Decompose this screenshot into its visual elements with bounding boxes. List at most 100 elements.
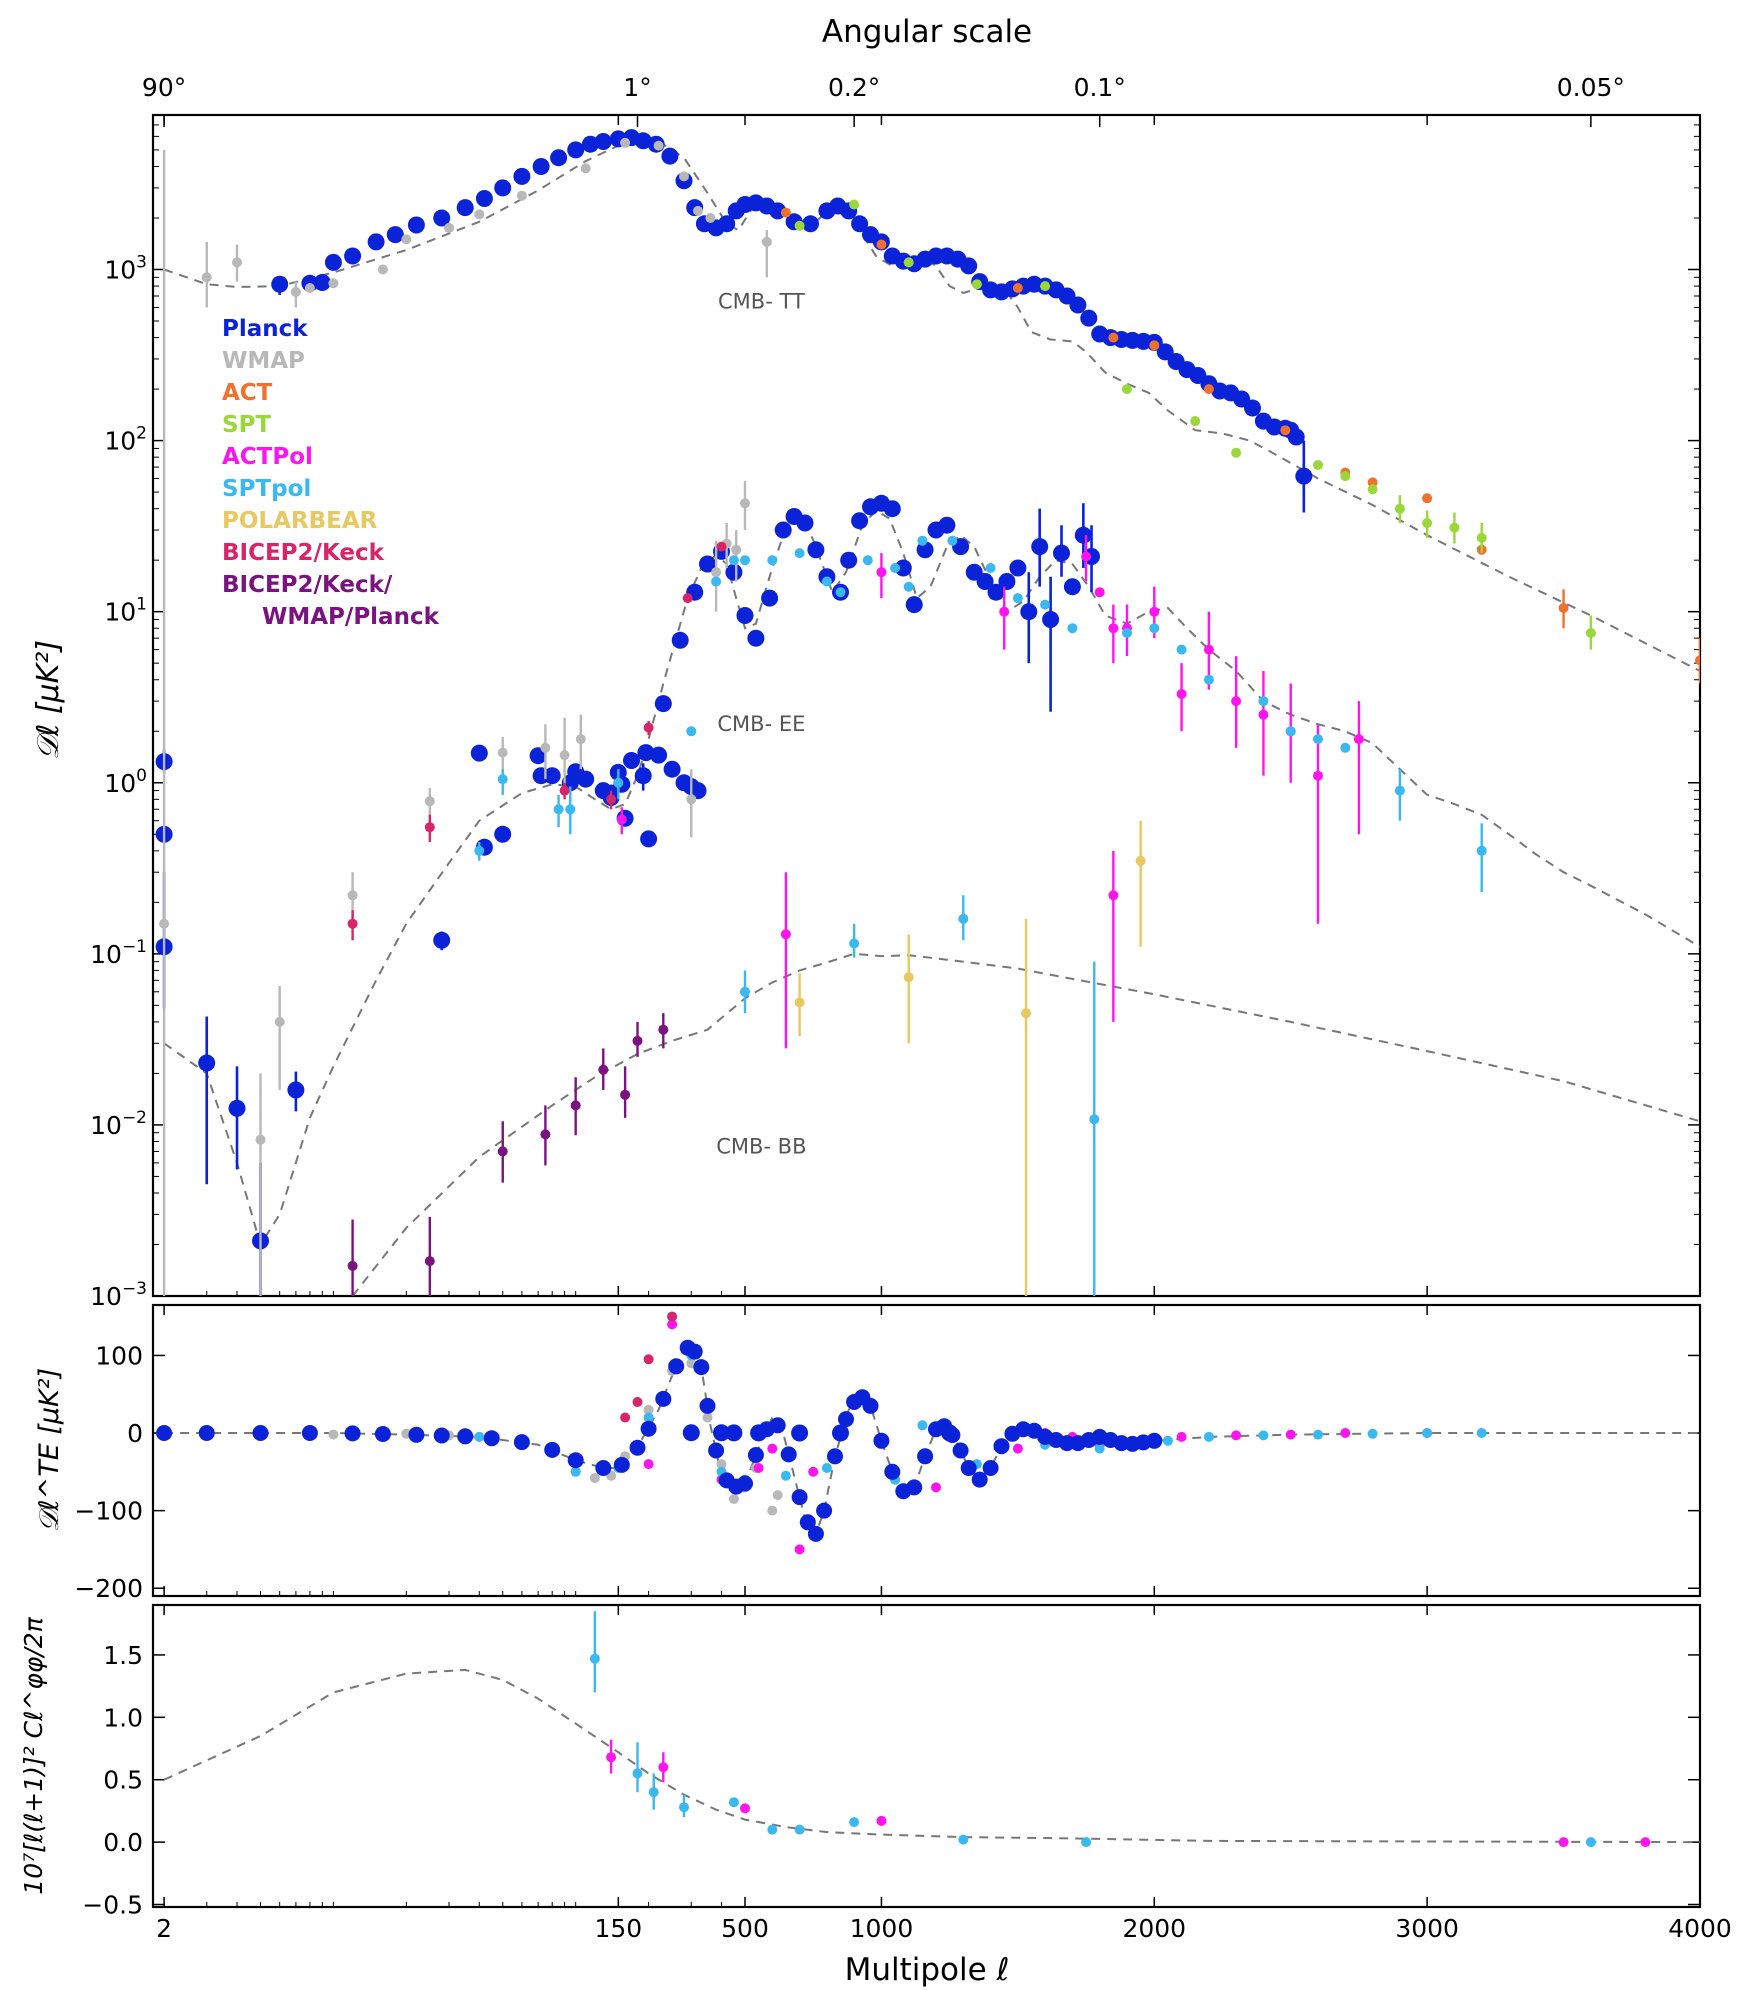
data-point: [716, 1459, 727, 1470]
data-point: [987, 583, 1005, 601]
data-point: [433, 1427, 450, 1444]
lensing-y-label: 10⁷[ℓ(ℓ+1)]² Cℓ^φφ/2π: [19, 1616, 48, 1894]
top-tick-label: 1°: [623, 73, 651, 102]
te-y-label: 𝒟ℓ^TE [μK²]: [34, 1368, 65, 1532]
data-point: [1069, 296, 1087, 314]
data-point: [851, 512, 869, 530]
data-point: [344, 1425, 361, 1442]
data-point: [386, 226, 404, 244]
model-group: [351, 952, 1700, 1296]
y-tick-base: 10: [90, 1111, 122, 1140]
data-point: [1040, 599, 1051, 610]
data-point: [497, 747, 508, 758]
data-point: [761, 589, 779, 607]
data-point: [1203, 384, 1214, 395]
data-point: [740, 498, 750, 509]
x-tick-label: 2000: [1122, 1914, 1186, 1943]
legend: Planck WMAP ACT SPT ACTPol SPTpol POLARBEAR BIC…: [222, 316, 440, 630]
data-point: [791, 1424, 809, 1442]
data-point: [835, 587, 846, 598]
data-point: [575, 734, 586, 745]
y-tick-base: 10: [104, 598, 136, 627]
data-point: [408, 1426, 425, 1443]
model-curve-lensing: [163, 1668, 1700, 1844]
legend-entry: POLARBEAR: [222, 508, 378, 534]
data-point: [671, 631, 689, 649]
data-point: [725, 1424, 743, 1442]
data-point: [344, 247, 362, 265]
data-point: [1190, 416, 1201, 427]
data-point: [470, 744, 488, 762]
data-point: [993, 1438, 1010, 1455]
data-point: [876, 239, 887, 250]
data-point: [1012, 1443, 1023, 1454]
data-point: [883, 500, 901, 518]
data-point: [761, 236, 772, 247]
top-tick-label: 0.05°: [1557, 73, 1625, 102]
data-point: [497, 774, 508, 785]
data-point: [679, 171, 689, 182]
data-point: [718, 215, 736, 233]
data-point: [201, 272, 212, 283]
data-point: [1031, 538, 1049, 556]
data-point: [716, 541, 727, 552]
y-tick-exponent: 0: [136, 766, 147, 786]
data-point: [705, 213, 716, 223]
data-point: [1258, 696, 1269, 707]
data-point: [682, 593, 693, 604]
data-point: [324, 253, 342, 271]
data-point: [693, 1359, 710, 1376]
data-point: [1258, 709, 1269, 720]
data-point: [807, 1525, 824, 1542]
data-point: [347, 1260, 358, 1271]
data-point: [570, 1100, 581, 1111]
data-point: [313, 274, 331, 291]
data-point: [1149, 623, 1160, 634]
legend-entry: Planck: [222, 316, 308, 342]
data-point: [532, 767, 550, 785]
y-tick-label: 0.0: [103, 1828, 143, 1857]
data-point: [747, 1447, 764, 1463]
model-curve-tt: [163, 138, 1700, 672]
data-point: [794, 1824, 805, 1835]
y-tick-exponent: −3: [122, 1279, 147, 1299]
data-point: [1067, 623, 1078, 634]
legend-entry: SPT: [222, 412, 271, 438]
data-point: [679, 1802, 689, 1813]
data-point: [740, 1803, 750, 1814]
data-point: [725, 563, 743, 581]
y-tick-label: −200: [74, 1574, 143, 1603]
data-point: [1020, 603, 1038, 621]
y-tick-exponent: −2: [122, 1108, 147, 1128]
data-point: [728, 555, 739, 566]
data-point: [1074, 526, 1092, 544]
data-point: [1021, 1008, 1031, 1019]
data-point: [1558, 603, 1569, 613]
data-point: [648, 1787, 659, 1798]
data-point: [663, 760, 681, 778]
data-point: [374, 1426, 391, 1442]
data-point: [827, 1448, 843, 1465]
data-point: [232, 257, 242, 268]
data-point: [686, 726, 697, 737]
data-point: [650, 746, 668, 764]
data-point: [1203, 644, 1214, 655]
data-point: [424, 822, 435, 833]
data-point: [594, 133, 612, 150]
y-tick-label: 0.5: [103, 1766, 143, 1795]
data-point: [767, 555, 778, 566]
data-point: [1313, 734, 1323, 745]
data-point: [156, 1425, 173, 1441]
data-point: [559, 785, 570, 796]
x-tick-label: 1000: [850, 1914, 914, 1943]
data-point: [1094, 1443, 1105, 1454]
x-tick-label: 2: [156, 1914, 172, 1943]
data-point: [287, 1081, 305, 1099]
data-point: [780, 929, 791, 940]
legend-entry: WMAP/Planck: [262, 604, 440, 630]
data-point: [513, 167, 531, 185]
data-point: [653, 140, 664, 151]
legend-entry: BICEP2/Keck/: [222, 572, 393, 598]
data-point: [832, 1424, 849, 1442]
